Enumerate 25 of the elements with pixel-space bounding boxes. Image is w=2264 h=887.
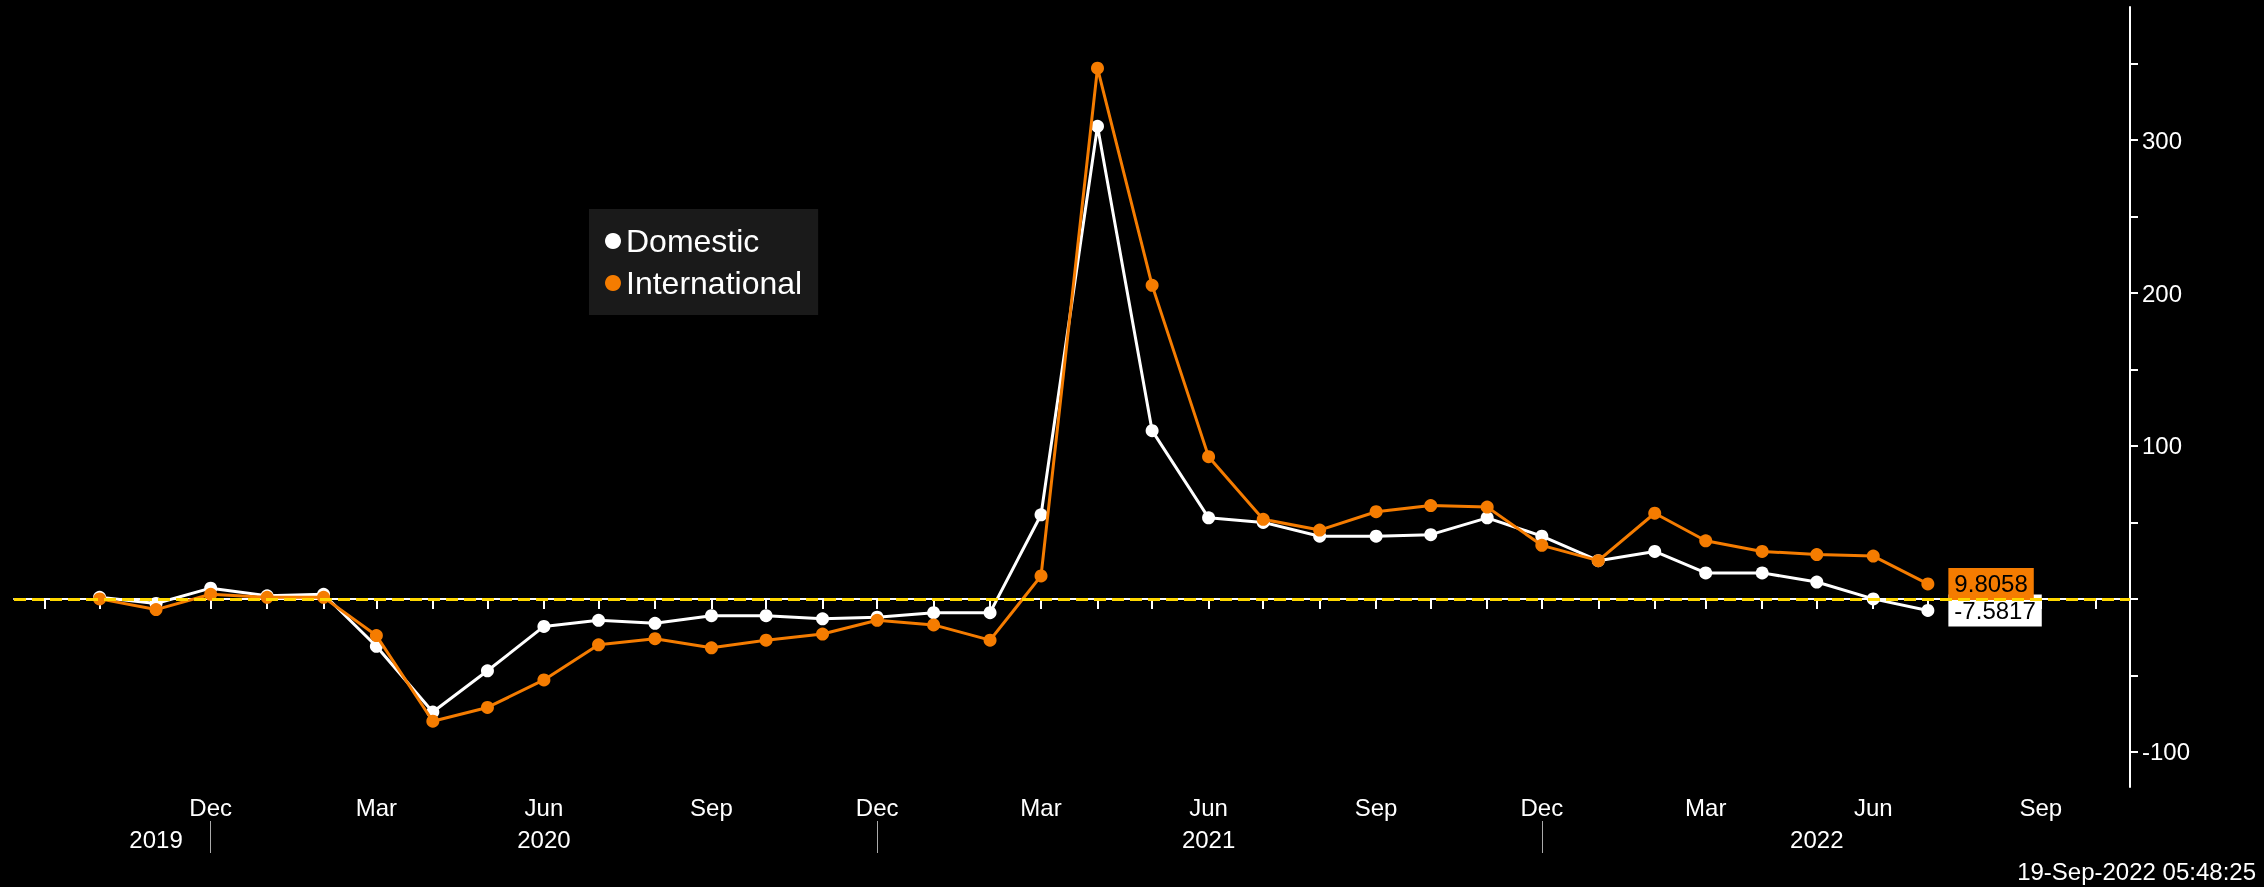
y-tick-label: 300 <box>2142 126 2183 154</box>
x-tick-label: Sep <box>2019 793 2063 821</box>
x-tick-label: Dec <box>1520 793 1564 821</box>
x2-tick-label: 2019 <box>129 825 183 853</box>
x-tick-label: Sep <box>690 793 733 821</box>
text: 19-Sep-2022 05:48:25 <box>2017 857 2257 885</box>
x-tick-label: Dec <box>189 793 233 821</box>
y-tick-label: 100 <box>2142 432 2183 460</box>
x-tick-label: Sep <box>1354 793 1398 821</box>
x-tick-label: Mar <box>1685 793 1727 821</box>
x-tick-label: Mar <box>355 793 398 821</box>
x2-tick-label: 2022 <box>1790 825 1844 853</box>
x-tick-label: Jun <box>524 793 564 821</box>
x-tick-label: Dec <box>855 793 899 821</box>
y-tick-label: -100 <box>2142 738 2191 766</box>
x2-tick-label: 2021 <box>1181 825 1236 853</box>
y-tick-label: 200 <box>2142 279 2183 307</box>
x-tick-label: Jun <box>1189 793 1228 821</box>
x2-tick-label: 2020 <box>517 825 571 853</box>
legend-label: International <box>626 265 803 301</box>
legend-label: Domestic <box>626 223 760 259</box>
data-label: 9.8058 <box>1954 570 2028 598</box>
x-tick-label: Jun <box>1853 793 1893 821</box>
x-tick-label: Mar <box>1020 793 1062 821</box>
data-label: -7.5817 <box>1954 596 2036 624</box>
